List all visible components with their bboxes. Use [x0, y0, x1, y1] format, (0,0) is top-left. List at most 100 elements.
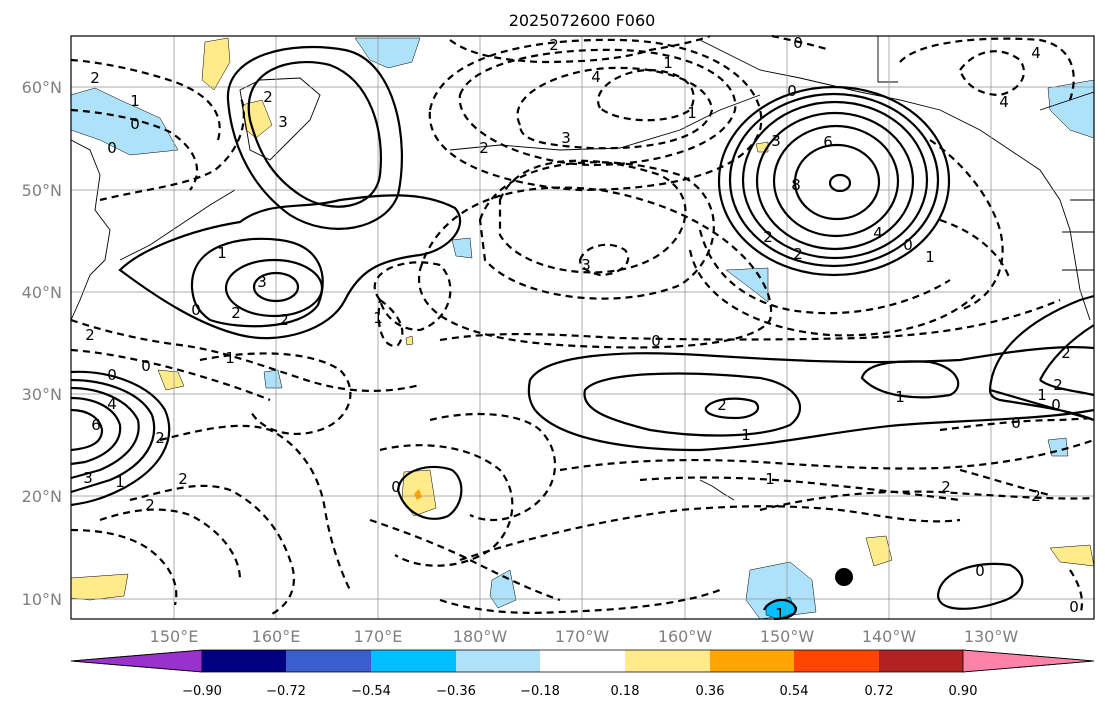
contour-label: 2 [263, 88, 273, 106]
contour-label: 1 [925, 248, 935, 266]
shade-blue-patch [263, 369, 283, 389]
contour-label: 0 [107, 139, 117, 157]
location-marker [835, 568, 853, 586]
contour-high-core [828, 173, 852, 193]
contour-label: 2 [231, 304, 241, 322]
contour-label: 2 [1061, 344, 1071, 362]
contour-label: 3 [771, 132, 781, 150]
solid-contours [70, 46, 1095, 621]
contour-label: 4 [999, 93, 1009, 111]
map-title: 2025072600 F060 [509, 11, 656, 30]
contour-label: 6 [823, 133, 833, 151]
contour-label: 0 [975, 562, 985, 580]
lon-label: 150°W [760, 627, 815, 646]
coastline-box [877, 36, 898, 83]
contour-label: 2 [479, 139, 489, 157]
colorbar-under-arrow [70, 649, 203, 673]
colorbar-segment [202, 650, 286, 672]
contour-label: 6 [91, 416, 101, 434]
colorbar-segment [879, 650, 963, 672]
contour-labels: 2 1 0 0 2 3 2 1 0 4 3 2 4 4 0 3 6 8 4 2 … [83, 34, 1079, 623]
contour-label: 0 [903, 236, 913, 254]
contour-label: 3 [257, 273, 267, 291]
contour-label: 0 [1011, 414, 1021, 432]
contour-label: 3 [561, 129, 571, 147]
shade-yellow-patch [70, 573, 129, 601]
colorbar-tick-label: 0.90 [949, 684, 978, 699]
contour-label: 2 [717, 396, 727, 414]
shaded-regions [70, 37, 1095, 620]
contour-label: 1 [217, 244, 227, 262]
map-frame [70, 35, 1095, 620]
contour-label: 1 [373, 309, 383, 327]
contour-label: 2 [279, 311, 289, 329]
contour-label: 0 [141, 357, 151, 375]
colorbar-tick-label: 0.36 [696, 684, 725, 699]
contour-label: 4 [591, 68, 601, 86]
coastline-kuril [119, 189, 236, 261]
contour-label: 1 [775, 605, 785, 623]
colorbar-outline [70, 649, 1095, 673]
contour-label: 0 [130, 115, 140, 133]
coastline-box-right [1062, 199, 1094, 271]
shade-blue-patch [745, 561, 817, 620]
contour-label: 8 [791, 176, 801, 194]
colorbar-segment [794, 650, 879, 672]
colorbar-tick-label: −0.36 [436, 684, 476, 699]
contour-label: 2 [549, 36, 559, 54]
contour-label: 0 [391, 478, 401, 496]
contour-label: 1 [687, 104, 697, 122]
colorbar-segment [456, 650, 540, 672]
gridlines [71, 36, 1094, 619]
lon-label: 130°W [964, 627, 1019, 646]
contour-label: 0 [1051, 396, 1061, 414]
lon-label: 160°E [252, 627, 301, 646]
colorbar-segment [371, 650, 456, 672]
longitude-labels: 150°E 160°E 170°E 180°W 170°W 160°W 150°… [150, 627, 1019, 646]
lon-label: 170°E [354, 627, 403, 646]
colorbar-segment [710, 650, 794, 672]
lon-label: 140°W [862, 627, 917, 646]
contour-label: 1 [1037, 386, 1047, 404]
lat-label: 30°N [22, 385, 62, 404]
contour-label: 3 [581, 256, 591, 274]
contour-label: 2 [793, 245, 803, 263]
colorbar: −0.90 −0.72 −0.54 −0.36 −0.18 0.18 0.36 … [70, 649, 1095, 699]
shade-blue-patch [725, 267, 769, 303]
contour-label: 1 [895, 388, 905, 406]
contour-label: 0 [793, 34, 803, 52]
contour-label: 3 [83, 469, 93, 487]
colorbar-over-arrow [962, 649, 1095, 673]
contour-label: 0 [787, 82, 797, 100]
shade-orange-patch [414, 489, 422, 500]
coastline-kamchatka [239, 77, 321, 161]
lat-label: 60°N [22, 78, 62, 97]
colorbar-tick-label: −0.72 [266, 684, 306, 699]
contour-label: 1 [130, 92, 140, 110]
shade-yellow-patch [157, 369, 185, 391]
lon-label: 180°W [453, 627, 508, 646]
shade-yellow-patch [201, 37, 231, 91]
lat-label: 10°N [22, 590, 62, 609]
lon-label: 170°W [555, 627, 610, 646]
contour-label: 0 [1069, 598, 1079, 616]
lon-label: 150°E [150, 627, 199, 646]
contour-label: 1 [115, 473, 125, 491]
contour-label: 2 [1053, 376, 1063, 394]
contour-label: 2 [145, 496, 155, 514]
contour-label: 2 [178, 470, 188, 488]
colorbar-tick-label: −0.54 [351, 684, 391, 699]
lat-label: 40°N [22, 283, 62, 302]
colorbar-tick-label: 0.72 [865, 684, 894, 699]
shade-blue-patch [451, 237, 473, 259]
colorbar-tick-label: −0.90 [182, 684, 222, 699]
coastlines [70, 36, 1095, 501]
contour-label: 4 [873, 224, 883, 242]
contour-label: 2 [90, 69, 100, 87]
contour-label: 4 [1031, 44, 1041, 62]
contour-label: 0 [651, 332, 661, 350]
dashed-contours [70, 34, 1095, 616]
contour-label: 0 [107, 366, 117, 384]
coastline-alaska [699, 39, 1091, 321]
contour-label: 2 [85, 326, 95, 344]
